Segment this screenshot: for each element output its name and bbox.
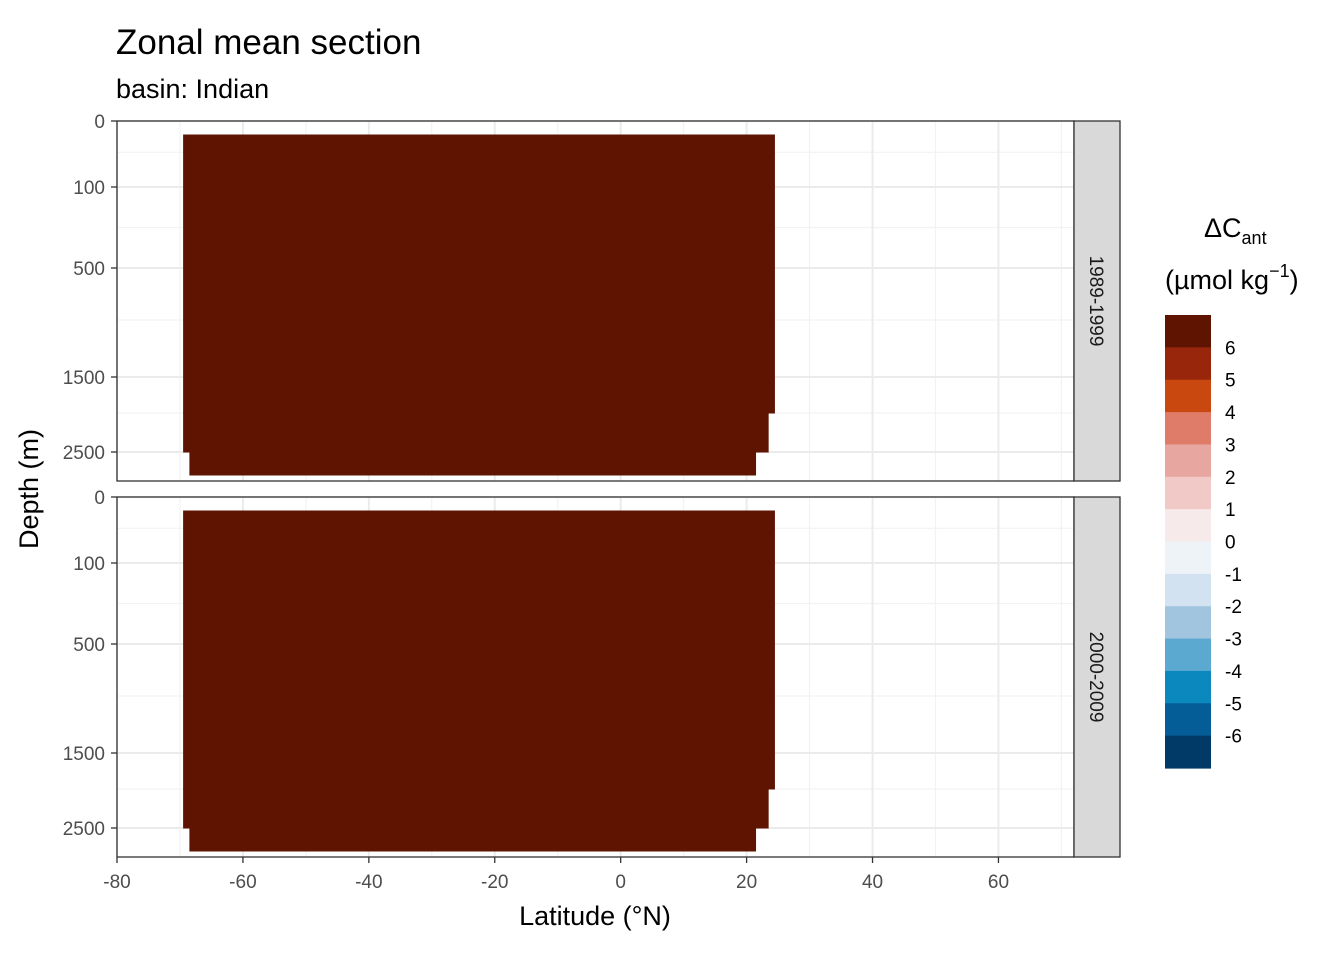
legend-color-bin [1165, 735, 1211, 769]
panel-2000-2009: 0 100 500 1500 2500 2000-2009 [63, 488, 1121, 858]
x-tick-label: 40 [862, 872, 883, 893]
legend-color-bin [1165, 379, 1211, 413]
legend-color-bin [1165, 444, 1211, 478]
y-tick-label: 500 [73, 259, 105, 280]
legend-break-label: -3 [1225, 630, 1242, 651]
y-tick-label: 100 [73, 554, 105, 575]
legend-break-label: 6 [1225, 338, 1236, 359]
legend-color-bin [1165, 573, 1211, 607]
x-tick-label: 20 [736, 872, 757, 893]
y-tick-label: 0 [94, 112, 105, 133]
y-tick-label: 2500 [63, 443, 105, 464]
legend-break-label: 1 [1225, 500, 1236, 521]
panel-1989-1999: 0 100 500 1500 2500 1989-1999 [63, 112, 1121, 482]
y-tick-label: 2500 [63, 819, 105, 840]
legend-break-label: 3 [1225, 435, 1236, 456]
legend-title-subscript: ant [1242, 228, 1267, 248]
legend-color-bin [1165, 541, 1211, 575]
x-tick-label: -80 [103, 872, 130, 893]
x-tick-label: 60 [988, 872, 1009, 893]
facet-strip [1073, 120, 1121, 482]
data-cell [189, 451, 757, 476]
x-tick-label: -40 [355, 872, 382, 893]
legend-color-bin [1165, 509, 1211, 543]
chart-subtitle: basin: Indian [116, 74, 269, 104]
y-tick-label: 1500 [63, 744, 105, 765]
data-cell [183, 510, 775, 790]
facet-strip-label: 1989-1999 [1085, 256, 1106, 347]
legend-units-close: ) [1290, 265, 1299, 295]
data-cell [189, 827, 757, 852]
legend-color-bin [1165, 606, 1211, 640]
legend-break-label: 5 [1225, 371, 1236, 392]
legend-color-bin [1165, 412, 1211, 446]
x-tick-label: 0 [615, 872, 626, 893]
legend-color-bin [1165, 670, 1211, 704]
facet-panels: 0 100 500 1500 2500 1989-1999 0 100 500 1500 2500 2… [63, 112, 1121, 858]
y-tick-label: 0 [94, 488, 105, 509]
facet-strip [1073, 496, 1121, 858]
y-tick-label: 1500 [63, 368, 105, 389]
data-cell [183, 788, 769, 829]
legend-break-label: -6 [1225, 727, 1242, 748]
x-tick-label: -20 [481, 872, 508, 893]
y-tick-label: 500 [73, 635, 105, 656]
legend-break-label: -1 [1225, 565, 1242, 586]
legend-units-text: (µmol kg [1165, 265, 1269, 295]
facet-strip-label: 2000-2009 [1085, 632, 1106, 723]
data-cell [183, 134, 775, 414]
legend-color-bin [1165, 476, 1211, 510]
legend-color-bin [1165, 347, 1211, 381]
legend-break-label: 4 [1225, 403, 1236, 424]
legend-break-label: 0 [1225, 533, 1236, 554]
x-tick-label: -60 [229, 872, 256, 893]
legend-break-label: -2 [1225, 597, 1242, 618]
legend-units-superscript: −1 [1269, 261, 1290, 281]
y-tick-label: 100 [73, 178, 105, 199]
legend-break-label: -4 [1225, 662, 1242, 683]
legend-color-bin [1165, 315, 1211, 348]
color-legend: ΔCant (µmol kg−1) 6 5 4 3 2 1 0 -1 -2 -3 -4 -5 -6 [1165, 213, 1299, 769]
legend-title: ΔCant [1204, 213, 1267, 248]
y-axis-label: Depth (m) [14, 429, 44, 549]
chart-title: Zonal mean section [116, 23, 421, 62]
legend-break-label: 2 [1225, 468, 1236, 489]
legend-color-bin [1165, 638, 1211, 672]
legend-break-label: -5 [1225, 694, 1242, 715]
legend-title-units: (µmol kg−1) [1165, 261, 1299, 295]
x-axis-label: Latitude (°N) [519, 901, 671, 931]
data-cell [183, 412, 769, 453]
x-axis: -80 -60 -40 -20 0 20 40 60 [103, 857, 1009, 893]
legend-color-bin [1165, 703, 1211, 737]
